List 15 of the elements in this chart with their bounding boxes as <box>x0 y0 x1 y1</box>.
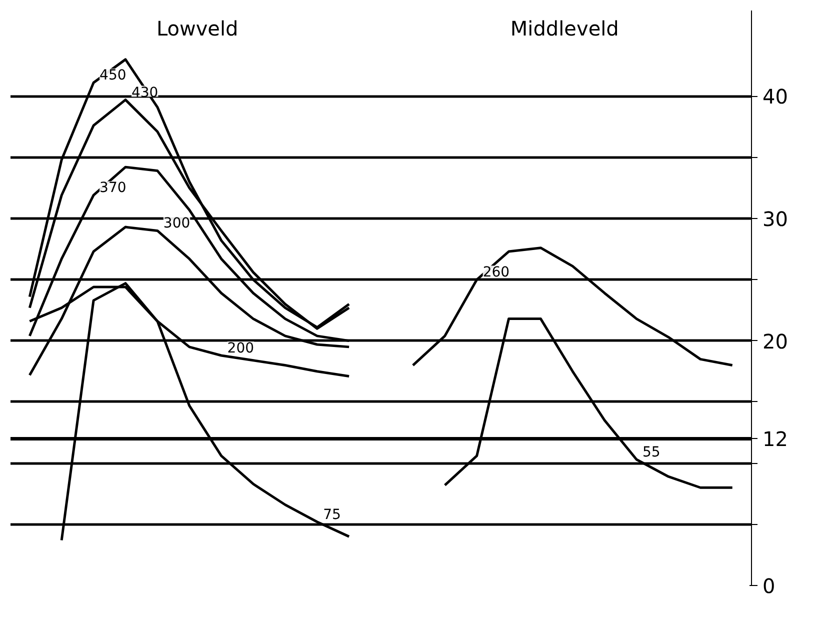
series-label: 450 <box>100 68 126 84</box>
y-tick-label: 40 <box>762 84 788 109</box>
y-tick-label: 12 <box>762 427 788 452</box>
series-label: 430 <box>131 84 158 101</box>
annotation: Lowveld <box>156 16 238 40</box>
series-label: 55 <box>642 444 660 460</box>
series-label: 370 <box>100 180 126 196</box>
series-label: 260 <box>482 264 510 281</box>
series-label: 300 <box>163 216 190 232</box>
y-tick-label: 30 <box>762 206 788 231</box>
annotation: Middleveld <box>510 16 619 40</box>
y-tick-label: 20 <box>762 329 788 354</box>
series-label: 75 <box>323 506 341 523</box>
y-tick-label: 0 <box>762 574 776 598</box>
series-label: 200 <box>227 340 254 356</box>
